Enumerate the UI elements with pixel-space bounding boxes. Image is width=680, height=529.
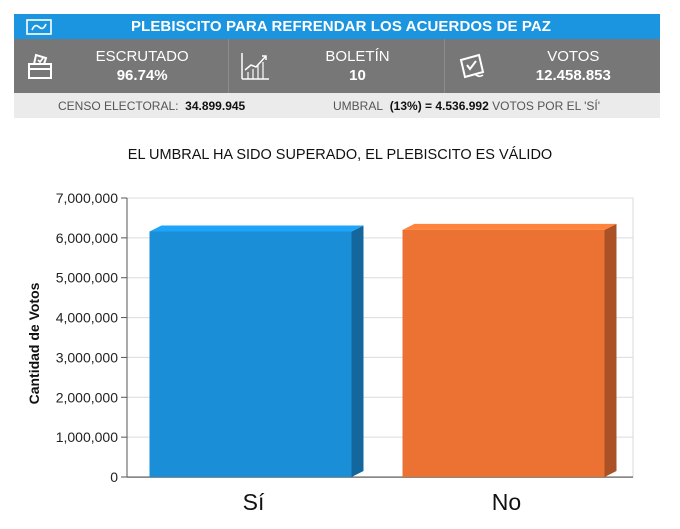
stat-boletin-value: 10 xyxy=(349,67,366,84)
y-tick-label: 2,000,000 xyxy=(56,389,118,405)
stats-panel: ESCRUTADO 96.74% BOLETÍN 10 VOTOS 12.458… xyxy=(14,39,660,93)
censo-label: CENSO ELECTORAL: xyxy=(58,99,179,113)
stat-escrutado-value: 96.74% xyxy=(116,67,168,84)
y-tick-label: 7,000,000 xyxy=(56,190,118,206)
x-tick-label: No xyxy=(492,489,521,515)
page-title: PLEBISCITO PARA REFRENDAR LOS ACUERDOS D… xyxy=(130,18,552,35)
bar-top-sí xyxy=(149,225,364,232)
stat-boletin-label: BOLETÍN xyxy=(325,48,390,65)
censo-value: 34.899.945 xyxy=(185,99,246,113)
y-tick-label: 5,000,000 xyxy=(56,270,118,286)
growth-chart-icon xyxy=(241,53,270,80)
stat-boletin: BOLETÍN 10 xyxy=(229,39,445,93)
stat-escrutado: ESCRUTADO 96.74% xyxy=(14,39,230,93)
y-tick-label: 4,000,000 xyxy=(56,310,118,326)
stat-votos-value: 12.458.853 xyxy=(535,67,611,84)
stat-votos-label: VOTOS xyxy=(547,48,600,65)
stat-escrutado-label: ESCRUTADO xyxy=(95,48,189,65)
y-axis-title: Cantidad de Votos xyxy=(26,282,42,404)
bar-sí xyxy=(149,231,352,477)
umbral-value: (13%) = 4.536.992 xyxy=(389,99,489,113)
y-tick-label: 3,000,000 xyxy=(56,349,118,365)
censo-electoral: CENSO ELECTORAL: 34.899.945 xyxy=(58,99,245,113)
umbral-label: UMBRAL xyxy=(333,99,384,113)
ballot-hand-icon xyxy=(459,53,484,79)
umbral: UMBRAL (13%) = 4.536.992 VOTOS POR EL 'S… xyxy=(333,99,600,113)
y-tick-label: 0 xyxy=(110,469,118,485)
info-row: CENSO ELECTORAL: 34.899.945 UMBRAL (13%)… xyxy=(14,93,660,118)
umbral-suffix: VOTOS POR EL 'SÍ' xyxy=(492,99,601,113)
bar-no xyxy=(402,229,605,477)
ballot-box-icon xyxy=(28,53,52,79)
y-tick-label: 6,000,000 xyxy=(56,230,118,246)
stat-votos: VOTOS 12.458.853 xyxy=(445,39,660,93)
x-tick-label: Sí xyxy=(243,489,265,515)
y-tick-label: 1,000,000 xyxy=(56,429,118,445)
chart-title: EL UMBRAL HA SIDO SUPERADO, EL PLEBISCIT… xyxy=(127,147,553,163)
colombia-logo-icon xyxy=(26,18,52,35)
title-bar: PLEBISCITO PARA REFRENDAR LOS ACUERDOS D… xyxy=(14,14,660,39)
bar-side-sí xyxy=(351,225,364,477)
bar-top-no xyxy=(402,223,617,230)
bar-side-no xyxy=(604,223,617,477)
